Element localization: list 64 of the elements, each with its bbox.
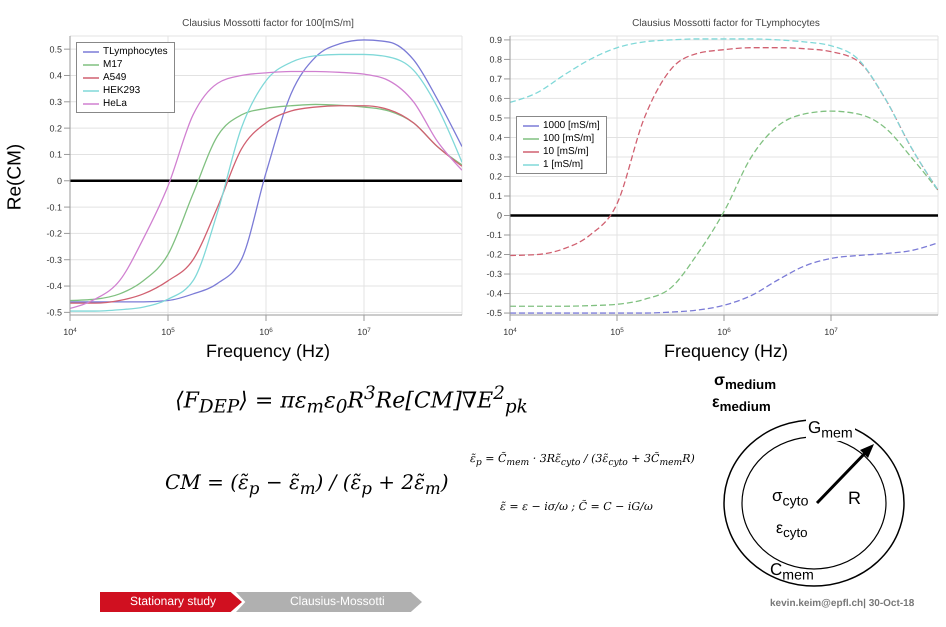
y-tick-label: 0.5 [49, 44, 62, 54]
legend-label: TLymphocytes [103, 45, 168, 58]
y-tick-label: 0.1 [49, 150, 62, 160]
y-tick-label: -0.3 [46, 254, 62, 265]
y-tick-label: 0.9 [489, 35, 502, 46]
y-tick-label: -0.1 [46, 202, 62, 212]
chart-title: Clausius Mossotti factor for TLymphocytes [631, 18, 821, 29]
text: R [848, 488, 861, 509]
y-tick-label: -0.2 [46, 228, 62, 239]
y-tick-label: 0.2 [49, 123, 62, 134]
y-tick-label: 0.3 [489, 152, 502, 162]
legend-label: A549 [103, 71, 126, 84]
line-series [510, 47, 938, 256]
y-tick-label: 0.4 [49, 70, 62, 81]
text: ε$_{cyto}$ [776, 520, 808, 540]
text: Clausius-Mossotti [290, 594, 385, 608]
legend-label: 1000 [mS/m] [543, 119, 600, 132]
text: σ$_{cyto}$ [772, 486, 808, 510]
text: σ$_{medium}$ [714, 372, 776, 392]
y-tick-label: -0.5 [486, 308, 502, 318]
y-tick-label: 0.3 [49, 96, 62, 107]
x-tick-label: 10$^{7}$ [357, 326, 372, 337]
y-tick-label: 0 [56, 176, 62, 186]
y-tick-label: 0.8 [489, 54, 502, 65]
y-tick-label: -0.4 [46, 281, 62, 292]
line-series [510, 110, 938, 307]
legend-label: 100 [mS/m] [543, 132, 594, 146]
x-axis-title: Frequency (Hz) [662, 341, 790, 362]
text: C$_{mem}$ [770, 560, 814, 584]
y-tick-label: -0.1 [486, 230, 502, 240]
text: G$_{mem}$ [806, 418, 855, 442]
text: ε$_{medium}$ [712, 394, 771, 414]
x-axis-title: Frequency (Hz) [204, 341, 332, 362]
y-tick-label: 0.5 [489, 113, 502, 124]
y-tick-label: -0.4 [486, 288, 502, 299]
x-tick-label: 10$^{5}$ [161, 326, 176, 337]
y-tick-label: 0.7 [489, 74, 502, 84]
x-tick-label: 10$^{7}$ [824, 326, 838, 337]
legend-label: 1 [mS/m] [543, 158, 584, 172]
y-tick-label: -0.5 [46, 308, 62, 318]
y-tick-label: -0.3 [486, 269, 502, 280]
text: Stationary study [130, 594, 216, 608]
legend-label: HEK293 [103, 84, 140, 97]
legend-label: 10 [mS/m] [543, 145, 589, 158]
x-tick-label: 10$^{6}$ [717, 326, 732, 337]
x-tick-label: 10$^{6}$ [259, 326, 274, 337]
chart-title: Clausius Mossotti factor for 100[mS/m] [181, 18, 355, 29]
y-tick-label: -0.2 [486, 250, 502, 260]
y-tick-label: 0.4 [489, 132, 502, 143]
line-series [510, 38, 938, 191]
y-tick-label: 0.6 [489, 94, 502, 104]
text: ε̃$_{p}$ = C̃$_{mem}$ · 3Rε̃$_{cyto}$ / (3ε̃$_{cyto}$ + 3C̃$_{mem}$R) [470, 452, 695, 468]
y-axis-title: Re(CM) [4, 143, 26, 210]
text: ε̃ = ε − iσ/ω ; C̃ = C − iG/ω [500, 500, 653, 513]
y-tick-label: 0.1 [489, 191, 502, 202]
y-tick-label: 0.2 [489, 172, 502, 182]
text: kevin.keim@epfl.ch| 30-Oct-18 [770, 598, 914, 609]
x-tick-label: 10$^{4}$ [503, 326, 518, 337]
x-tick-label: 10$^{5}$ [610, 326, 624, 337]
x-tick-label: 10$^{4}$ [63, 326, 78, 337]
text: CM = (ε̃$_{p}$ − ε̃$_{m}$) / (ε̃$_{p}$ + 2ε̃$_{m}$) [165, 470, 448, 498]
legend-label: M17 [103, 58, 122, 71]
y-tick-label: 0 [496, 210, 502, 221]
legend-label: HeLa [103, 97, 127, 110]
